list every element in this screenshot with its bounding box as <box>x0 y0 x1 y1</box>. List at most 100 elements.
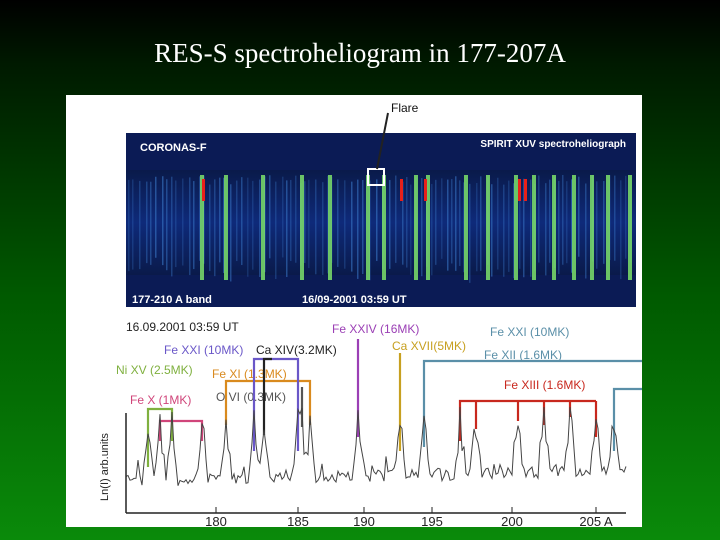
spectral-stripe <box>252 180 254 270</box>
line-label-o-vi: O VI (0.3MK) <box>216 390 286 404</box>
spectral-stripe <box>585 183 587 279</box>
spectral-stripe <box>558 180 560 275</box>
spectroheliogram-figure: Flare CORONAS-F SPIRIT XUV spectroheliog… <box>66 95 642 527</box>
spectral-stripe <box>620 180 622 280</box>
spectral-stripe <box>337 179 339 267</box>
spectral-stripe <box>410 184 412 275</box>
spectral-stripe <box>603 180 605 264</box>
spectral-stripe <box>406 177 408 268</box>
spectral-stripe <box>214 179 216 277</box>
spectral-stripe <box>230 184 232 282</box>
line-label-fe-xii: Fe XII (1.6MK) <box>484 348 562 362</box>
spectral-stripe <box>290 179 292 261</box>
x-axis-ticks: 180 185 190 195 200 205 A <box>205 507 613 527</box>
spectral-stripe <box>275 181 277 279</box>
spectral-stripe <box>508 180 510 272</box>
spectral-stripe <box>566 181 568 264</box>
bright-line <box>590 175 594 280</box>
bright-line <box>486 175 490 280</box>
bright-line <box>464 175 468 280</box>
spectral-stripe <box>155 176 157 258</box>
spectrum-trace <box>125 406 627 486</box>
flare-box <box>367 168 385 186</box>
spectral-stripe <box>625 175 627 259</box>
marker-fe-xiii <box>458 399 596 441</box>
spectral-stripe <box>322 182 324 275</box>
spectral-stripe <box>199 176 201 261</box>
figure-svg: Flare CORONAS-F SPIRIT XUV spectroheliog… <box>99 101 642 527</box>
spectral-stripe <box>614 175 616 261</box>
spectral-stripe <box>476 183 478 272</box>
spectral-stripe <box>295 175 297 263</box>
spectral-stripe <box>286 180 288 277</box>
spectral-stripe <box>241 177 243 266</box>
spectral-stripe <box>519 181 521 269</box>
y-axis-label: Ln(I) arb.units <box>99 433 111 501</box>
spectral-stripe <box>189 177 191 276</box>
spectral-stripe <box>530 179 532 277</box>
spectral-stripe <box>455 176 457 271</box>
hot-line <box>202 179 205 201</box>
spectral-stripe <box>578 176 580 257</box>
spectral-stripe <box>421 178 423 277</box>
x-tick-label: 205 A <box>579 514 613 527</box>
spectral-stripe <box>259 179 261 278</box>
spectral-stripe <box>269 175 271 259</box>
bright-line <box>514 175 518 280</box>
slide-title: RES-S spectroheliogram in 177-207A <box>154 38 566 68</box>
spectral-stripe <box>362 179 364 275</box>
hot-line <box>424 179 427 201</box>
bright-line <box>606 175 610 280</box>
spectral-stripe <box>447 179 449 271</box>
spectral-stripe <box>395 175 397 263</box>
spectral-stripe <box>171 176 173 277</box>
spectral-stripe <box>315 179 317 275</box>
spectrum-date-label: 16.09.2001 03:59 UT <box>126 320 239 334</box>
x-tick-label: 195 <box>421 514 443 527</box>
marker-fe-xxi-left <box>252 357 300 451</box>
spectral-stripe <box>441 178 443 259</box>
x-tick-label: 180 <box>205 514 227 527</box>
bright-line <box>224 175 228 280</box>
spectral-stripe <box>459 180 461 266</box>
line-label-ca-xiv: Ca XIV(3.2MK) <box>256 343 337 357</box>
spectral-stripe <box>562 175 564 265</box>
spectral-stripe <box>497 177 499 270</box>
spectral-stripe <box>223 177 225 274</box>
spectral-stripe <box>463 182 465 273</box>
spectral-stripe <box>132 179 134 270</box>
line-label-fe-xiii: Fe XIII (1.6MK) <box>504 378 585 392</box>
line-label-fe-xxi-left: Fe XXI (10MK) <box>164 343 243 357</box>
spectral-stripe <box>538 175 540 263</box>
spectral-stripe <box>431 183 433 276</box>
bright-line <box>414 175 418 280</box>
bright-line <box>261 175 265 280</box>
spectral-stripe <box>236 180 238 262</box>
spectral-stripe <box>282 176 284 258</box>
spectral-stripe <box>247 177 249 277</box>
spectral-stripe <box>128 179 130 272</box>
bright-line <box>628 175 632 280</box>
spectral-stripe <box>162 176 164 266</box>
spectral-stripe <box>545 183 547 276</box>
bright-line <box>572 175 576 280</box>
marker-fe-xi <box>224 379 312 425</box>
spectral-stripe <box>139 180 141 270</box>
spectral-stripes <box>128 175 632 283</box>
spectral-stripe <box>175 180 177 268</box>
spectral-stripe <box>146 181 148 264</box>
x-tick-label: 190 <box>353 514 375 527</box>
spectral-stripe <box>480 176 482 271</box>
spectral-stripe <box>182 178 184 266</box>
line-label-fe-x: Fe X (1MK) <box>130 393 191 407</box>
observation-time-label: 16/09-2001 03:59 UT <box>302 294 407 306</box>
spectral-stripe <box>469 183 471 283</box>
spectral-stripe <box>513 183 515 279</box>
marker-ni-xv <box>146 407 174 467</box>
instrument-label: SPIRIT XUV spectroheliograph <box>480 139 626 150</box>
spectral-stripe <box>150 181 152 265</box>
bright-line <box>552 175 556 280</box>
x-tick-label: 185 <box>287 514 309 527</box>
band-label: 177-210 A band <box>132 294 212 306</box>
hot-line <box>524 179 527 201</box>
